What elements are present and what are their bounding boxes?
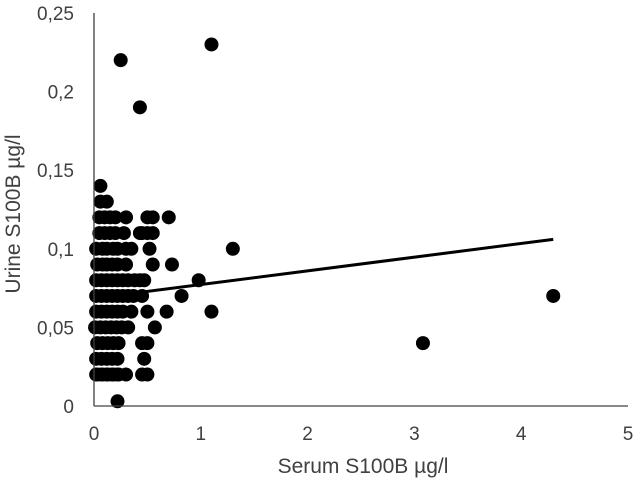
trendline xyxy=(99,237,554,300)
y-tick-label: 0,15 xyxy=(37,161,74,182)
x-tick-label: 5 xyxy=(623,424,634,445)
data-point xyxy=(110,394,125,409)
data-point xyxy=(113,53,128,68)
y-tick-label: 0 xyxy=(63,397,74,418)
data-point xyxy=(415,336,430,351)
y-axis-title: Urine S100B µg/l xyxy=(2,134,25,293)
data-point xyxy=(204,37,219,52)
x-tick-label: 3 xyxy=(409,424,420,445)
data-point xyxy=(140,336,155,351)
data-point xyxy=(161,210,176,225)
data-point xyxy=(546,288,561,303)
data-point xyxy=(174,288,189,303)
data-point xyxy=(99,194,114,209)
data-point xyxy=(135,367,150,382)
y-tick-label: 0,2 xyxy=(48,83,74,104)
data-point xyxy=(145,226,160,241)
data-point xyxy=(137,273,152,288)
data-point xyxy=(142,241,157,256)
data-point xyxy=(140,304,155,319)
y-tick-label: 0,1 xyxy=(48,240,74,261)
x-tick-label: 4 xyxy=(516,424,527,445)
data-point xyxy=(225,241,240,256)
data-points xyxy=(88,37,561,409)
data-point xyxy=(110,351,125,366)
y-tick-label: 0,25 xyxy=(37,4,74,25)
data-point xyxy=(121,320,136,335)
x-tick-label: 0 xyxy=(89,424,100,445)
data-point xyxy=(132,100,147,115)
data-point xyxy=(124,304,139,319)
y-tick-label: 0,05 xyxy=(37,318,74,339)
data-point xyxy=(164,257,179,272)
x-tick-label: 2 xyxy=(302,424,313,445)
data-point xyxy=(145,210,160,225)
x-axis-title: Serum S100B µg/l xyxy=(278,455,449,478)
data-point xyxy=(147,320,162,335)
data-point xyxy=(137,351,152,366)
data-point xyxy=(93,178,108,193)
x-axis-tick-labels: 0 1 2 3 4 5 xyxy=(89,424,634,445)
x-tick-label: 1 xyxy=(196,424,207,445)
data-point xyxy=(124,241,139,256)
data-point xyxy=(116,226,131,241)
data-point xyxy=(108,210,123,225)
data-point xyxy=(159,304,174,319)
data-point xyxy=(119,257,134,272)
data-point xyxy=(204,304,219,319)
data-point xyxy=(119,210,134,225)
y-axis-tick-labels: 0 0,05 0,1 0,15 0,2 0,25 xyxy=(37,4,74,418)
data-point xyxy=(119,367,134,382)
data-point xyxy=(145,257,160,272)
data-point xyxy=(111,336,126,351)
